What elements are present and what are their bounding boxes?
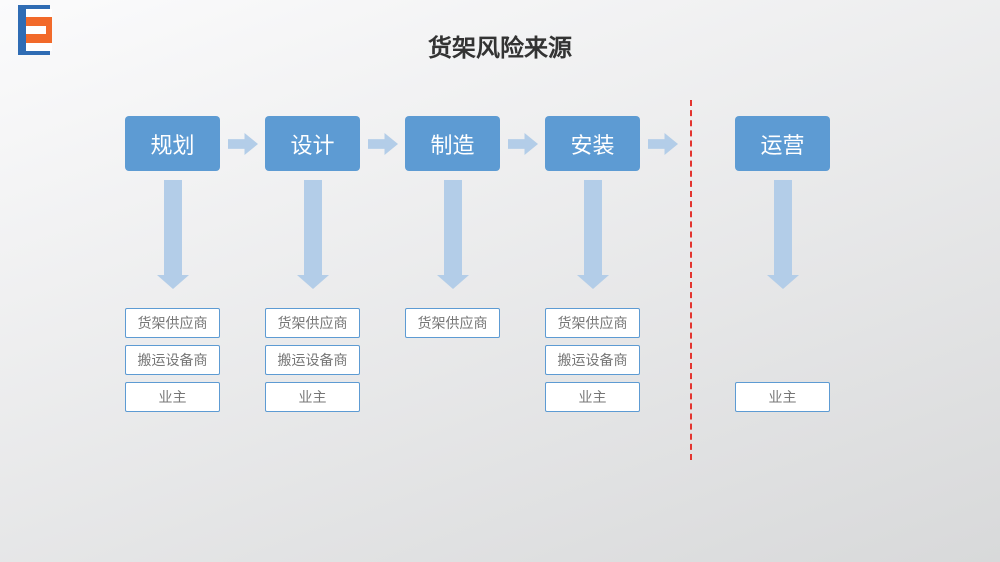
responsibility-box: 搬运设备商 — [125, 345, 220, 375]
responsibility-box: 货架供应商 — [545, 308, 640, 338]
stage-box: 设计 — [265, 116, 360, 171]
down-arrow-icon — [437, 180, 469, 294]
flow-arrow-icon — [368, 133, 398, 160]
stage-box: 运营 — [735, 116, 830, 171]
flow-arrow-icon — [508, 133, 538, 160]
responsibility-box: 业主 — [735, 382, 830, 412]
responsibility-box: 货架供应商 — [125, 308, 220, 338]
down-arrow-icon — [767, 180, 799, 294]
flow-arrow-icon — [228, 133, 258, 160]
down-arrow-icon — [157, 180, 189, 294]
slide-title: 货架风险来源 — [0, 28, 1000, 63]
stage-box: 规划 — [125, 116, 220, 171]
down-arrow-icon — [577, 180, 609, 294]
down-arrow-icon — [297, 180, 329, 294]
responsibility-box: 货架供应商 — [405, 308, 500, 338]
stage-box: 制造 — [405, 116, 500, 171]
phase-divider — [690, 100, 692, 460]
responsibility-box: 搬运设备商 — [265, 345, 360, 375]
flow-arrow-icon — [648, 133, 678, 160]
stage-box: 安装 — [545, 116, 640, 171]
responsibility-box: 业主 — [125, 382, 220, 412]
responsibility-box: 业主 — [265, 382, 360, 412]
slide-background — [0, 0, 1000, 562]
responsibility-box: 货架供应商 — [265, 308, 360, 338]
responsibility-box: 搬运设备商 — [545, 345, 640, 375]
responsibility-box: 业主 — [545, 382, 640, 412]
